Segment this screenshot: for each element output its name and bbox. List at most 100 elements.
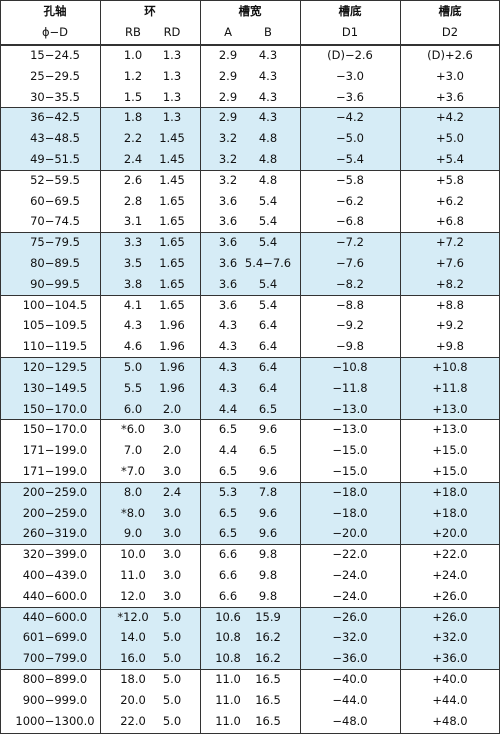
table-cell: 1000−1300.0 [15,713,95,728]
rule [0,481,500,483]
table-cell: +6.8 [436,214,464,229]
table-cell: 440−600.0 [22,588,88,603]
table-cell: 1.5 [123,89,143,104]
table-cell: 4.8 [258,172,278,187]
table-cell: 110−119.5 [22,339,88,354]
table-cell: 1.65 [159,235,185,250]
table-cell: 15−24.5 [30,48,80,62]
table-cell: 3.0 [162,464,182,478]
table-cell: 80−89.5 [30,256,80,270]
table-cell: +26.0 [432,609,468,624]
table-cell: +6.2 [436,193,464,208]
table-cell: 60−69.5 [30,193,80,208]
table-cell: −3.6 [336,89,364,104]
table-cell: 16.0 [120,651,146,666]
table-cell: +9.2 [436,318,464,333]
table-cell: 120−129.5 [22,360,88,374]
table-cell: −24.0 [332,568,368,582]
row-band [0,481,500,545]
table-cell: 3.0 [162,422,182,437]
table-cell: 2.4 [123,152,143,166]
table-cell: 4.3 [218,339,238,354]
table-cell: 15.9 [255,609,281,624]
table-cell: 3.6 [218,193,238,208]
table-cell: 3.1 [123,214,143,229]
table-cell: 105−109.5 [22,318,88,333]
table-cell: −18.0 [332,484,368,499]
table-cell: 10.8 [215,630,241,645]
rule [0,0,500,1]
table-cell: 4.3 [258,68,278,83]
table-cell: 22.0 [120,713,146,728]
table-cell: −48.0 [332,713,368,728]
table-cell: 4.3 [123,318,143,333]
table-cell: 16.5 [255,713,281,728]
table-cell: 6.5 [218,526,238,541]
table-cell: 18.0 [120,672,146,686]
table-cell: 3.2 [218,131,238,146]
table-cell: −9.2 [336,318,364,333]
table-cell: 90−99.5 [30,276,80,291]
table-cell: +13.0 [432,401,468,416]
table-cell: 6.5 [218,464,238,478]
header-cell: RD [163,25,181,39]
table-cell: 4.3 [258,89,278,104]
table-cell: 800−899.0 [22,672,88,686]
table-cell: 4.1 [123,297,143,312]
table-cell: 3.0 [162,568,182,582]
table-cell: 3.6 [218,256,238,270]
table-cell: −13.0 [332,401,368,416]
table-cell: +4.2 [436,110,464,125]
table-cell: *6.0 [120,422,146,437]
table-cell: −36.0 [332,651,368,666]
table-cell: 2.6 [123,172,143,187]
rule [0,169,500,171]
header-cell: 孔轴 [43,4,67,18]
table-cell: −8.2 [336,276,364,291]
rule [0,669,500,670]
table-cell: 10.6 [215,609,241,624]
table-cell: *7.0 [120,464,146,478]
rule [0,107,500,109]
table-cell: 5.0 [162,651,182,666]
table-cell: 6.6 [218,568,238,582]
table-cell: 5.3 [218,484,238,499]
table-cell: +18.0 [432,484,468,499]
table-cell: 14.0 [120,630,146,645]
table-cell: 5.0 [162,713,182,728]
table-cell: 1.45 [159,152,185,166]
table-cell: +8.2 [436,276,464,291]
table-cell: 3.3 [123,235,143,250]
header-cell: 环 [144,4,156,18]
column-rule [100,0,101,734]
table-cell: 200−259.0 [22,505,88,520]
row-band [0,606,500,669]
table-cell: 700−799.0 [22,651,88,666]
table-cell: +48.0 [432,713,468,728]
table-cell: 10.0 [120,547,146,562]
table-cell: 100−104.5 [22,297,88,312]
header-cell: 槽底 [338,4,362,18]
table-cell: −11.8 [332,380,368,395]
table-cell: −9.8 [336,339,364,354]
table-cell: +3.0 [436,68,464,83]
table-cell: +7.6 [436,256,464,270]
table-cell: 4.4 [218,443,238,458]
table-cell: 3.6 [218,297,238,312]
row-band [0,357,500,420]
rule [0,294,500,296]
table-cell: 1.3 [162,48,182,62]
table-cell: 1.2 [123,68,143,83]
table-cell: 3.6 [218,276,238,291]
table-cell: 260−319.0 [22,526,88,541]
table-cell: 1.8 [123,110,143,125]
header-cell: D1 [341,25,359,39]
table-cell: *8.0 [120,505,146,520]
table-cell: 2.2 [123,131,143,146]
table-cell: +32.0 [432,630,468,645]
table-cell: 4.8 [258,131,278,146]
table-cell: −5.0 [336,131,364,146]
table-cell: +9.8 [436,339,464,354]
table-cell: 7.8 [258,484,278,499]
